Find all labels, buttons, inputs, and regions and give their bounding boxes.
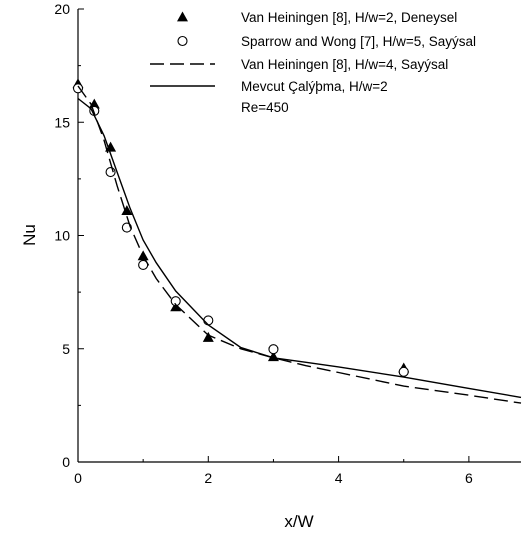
y-tick-label: 0 (62, 454, 70, 470)
circle-point (398, 366, 409, 377)
series-open-circle (72, 83, 409, 377)
legend-entry-label: Sparrow and Wong [7], H/w=5, Sayýsal (241, 34, 476, 49)
triangle-point (202, 331, 214, 342)
x-tick-label: 4 (335, 470, 343, 486)
y-tick-label: 5 (62, 341, 70, 357)
dashed-series-line (77, 85, 522, 404)
y-axis-label: Nu (20, 224, 39, 246)
triangle-point (170, 301, 182, 312)
solid-series-line (77, 97, 522, 399)
x-tick-label: 6 (465, 470, 473, 486)
legend-entry-label: Mevcut Çalýþma, H/w=2 (241, 79, 388, 94)
y-tick-label: 20 (54, 1, 70, 17)
x-axis-label: x/W (284, 512, 313, 531)
triangle-point (105, 141, 117, 152)
legend-entry-label: Van Heiningen [8], H/w=4, Sayýsal (241, 57, 448, 72)
axes: 0 5 10 15 20 0 2 4 6 (54, 1, 521, 486)
circle-point (203, 315, 214, 326)
y-tick-label: 10 (54, 228, 70, 244)
triangle-point (121, 205, 133, 215)
legend-circle-marker (177, 35, 188, 47)
series-dashed-line (77, 85, 522, 404)
legend: Van Heiningen [8], H/w=2, Deneysel Sparro… (150, 10, 476, 115)
y-tick-label: 15 (54, 114, 70, 130)
legend-note: Re=450 (241, 100, 289, 115)
circle-point (170, 296, 181, 307)
x-tick-label: 0 (74, 470, 82, 486)
legend-entry-label: Van Heiningen [8], H/w=2, Deneysel (241, 10, 457, 25)
circle-point (72, 83, 84, 94)
series-layer (72, 78, 522, 404)
series-solid-line (77, 97, 522, 399)
x-tick-label: 2 (204, 470, 212, 486)
circle-point (268, 344, 279, 355)
legend-triangle-marker (177, 11, 188, 22)
